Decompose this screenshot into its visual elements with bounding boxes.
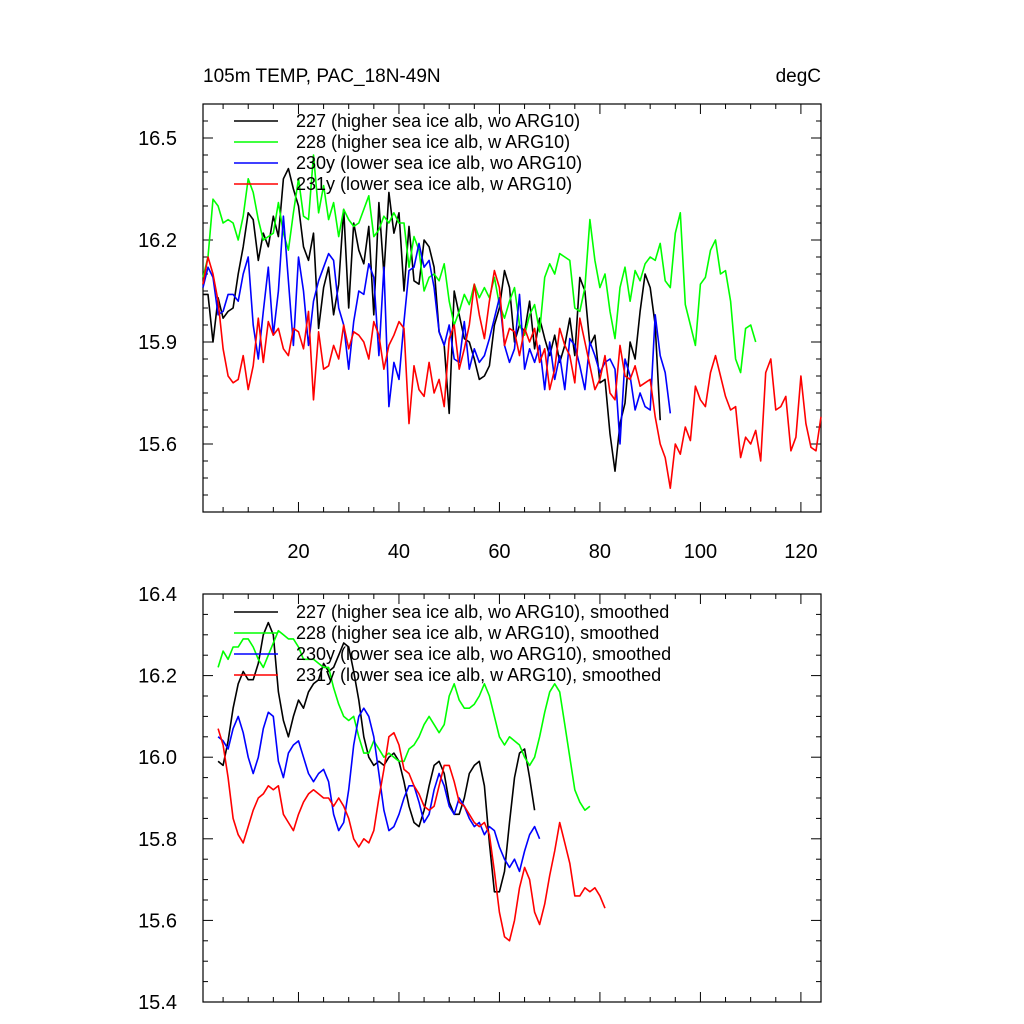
x-tick-label: 80 [589, 541, 611, 563]
x-tick-label: 60 [488, 541, 510, 563]
y-tick-label: 16.5 [138, 128, 177, 150]
y-tick-label: 15.6 [138, 910, 177, 932]
series-line-3 [217, 707, 541, 873]
legend-label: 231y (lower sea ice alb, w ARG10), smoot… [296, 665, 661, 685]
y-tick-label: 16.0 [138, 747, 177, 769]
series-line-1 [217, 621, 536, 893]
series-line-4 [217, 728, 606, 942]
y-tick-label: 16.2 [138, 230, 177, 252]
series-line-3 [202, 215, 672, 445]
legend-label: 230y (lower sea ice alb, wo ARG10), smoo… [296, 644, 671, 664]
series-line-2 [217, 629, 591, 812]
series-line-4 [202, 256, 822, 490]
legend-label: 227 (higher sea ice alb, wo ARG10) [296, 111, 580, 131]
series-line-2 [202, 154, 757, 374]
x-tick-label: 120 [784, 541, 817, 563]
legend-label: 228 (higher sea ice alb, w ARG10) [296, 132, 570, 152]
legend-label: 230y (lower sea ice alb, wo ARG10) [296, 153, 582, 173]
top-panel: 105m TEMP, PAC_18N-49N degC 20 40 60 80 100 1… [138, 66, 822, 563]
bottom-panel: 15.4 15.6 15.8 16.0 16.2 16.4 227 (higher sea … [138, 584, 822, 1014]
y-tick-label: 15.4 [138, 992, 177, 1014]
chart-title: 105m TEMP, PAC_18N-49N [203, 66, 441, 87]
y-tick-label: 16.4 [138, 584, 177, 606]
y-tick-label: 16.2 [138, 666, 177, 688]
y-tick-label: 15.8 [138, 829, 177, 851]
legend-label: 231y (lower sea ice alb, w ARG10) [296, 174, 572, 194]
x-tick-label: 20 [287, 541, 309, 563]
legend-label: 227 (higher sea ice alb, wo ARG10), smoo… [296, 602, 669, 622]
units-label: degC [776, 66, 821, 87]
legend-label: 228 (higher sea ice alb, w ARG10), smoot… [296, 623, 659, 643]
y-tick-label: 15.6 [138, 434, 177, 456]
y-tick-label: 15.9 [138, 332, 177, 354]
x-tick-label: 40 [388, 541, 410, 563]
x-tick-label: 100 [684, 541, 717, 563]
